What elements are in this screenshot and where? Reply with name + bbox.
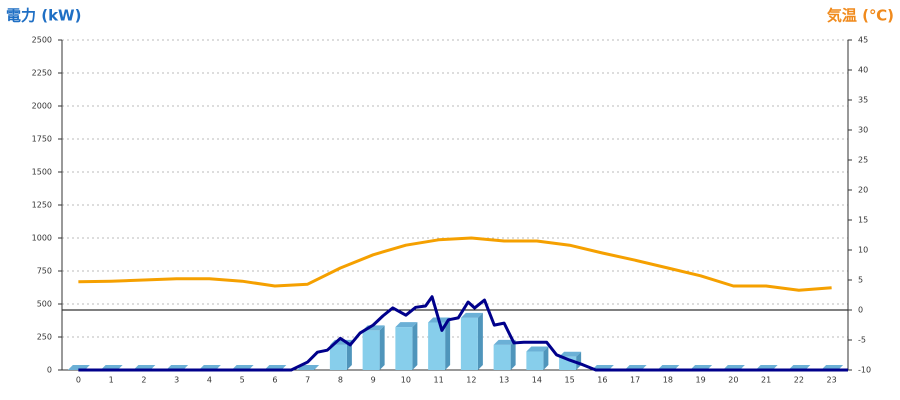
bar [460, 317, 478, 370]
x-tick-label: 22 [794, 376, 804, 385]
bar [493, 344, 511, 370]
y2-tick-label: 25 [858, 156, 868, 165]
x-tick-label: 20 [728, 376, 738, 385]
y2-tick-label: -5 [858, 336, 866, 345]
bar-side [477, 312, 483, 370]
y-tick-label: 2000 [32, 102, 52, 111]
bar-cap [395, 322, 418, 328]
x-tick-label: 12 [466, 376, 476, 385]
bar-cap [493, 339, 516, 345]
bar-side [346, 339, 352, 370]
y2-tick-label: 20 [858, 186, 868, 195]
line [78, 295, 848, 372]
y-tick-label: 750 [37, 267, 52, 276]
x-tick-label: 15 [565, 376, 575, 385]
line [78, 236, 832, 292]
y2-axis-title: 気温 (℃) [827, 7, 894, 25]
bar-side [543, 346, 549, 370]
y2-tick-label: 30 [858, 126, 868, 135]
y2-tick-label: 40 [858, 66, 868, 75]
x-tick-label: 14 [532, 376, 542, 385]
bar-side [379, 325, 385, 370]
y2-tick-label: 10 [858, 246, 868, 255]
x-tick-label: 18 [663, 376, 673, 385]
bar-cap [297, 365, 320, 370]
y-tick-label: 2500 [32, 36, 52, 45]
bar [395, 327, 413, 370]
y-tick-label: 2250 [32, 69, 52, 78]
x-tick-label: 9 [371, 376, 376, 385]
y2-tick-label: 15 [858, 216, 868, 225]
y2-tick-label: 0 [858, 306, 863, 315]
x-tick-label: 1 [109, 376, 114, 385]
bar [428, 322, 446, 370]
x-tick-label: 10 [401, 376, 411, 385]
bar-side [576, 351, 582, 370]
y-tick-label: 1000 [32, 234, 52, 243]
x-tick-label: 2 [141, 376, 146, 385]
x-tick-label: 5 [240, 376, 245, 385]
y-tick-label: 1500 [32, 168, 52, 177]
y-axis-title: 電力 (kW) [6, 7, 81, 25]
x-tick-label: 7 [305, 376, 310, 385]
y-tick-label: 0 [47, 366, 52, 375]
y2-tick-label: 5 [858, 276, 863, 285]
x-tick-label: 19 [696, 376, 706, 385]
bar-side [412, 322, 418, 370]
y-tick-label: 1750 [32, 135, 52, 144]
x-tick-label: 13 [499, 376, 509, 385]
y-tick-label: 500 [37, 300, 52, 309]
bar-cap [559, 351, 582, 357]
x-tick-label: 17 [630, 376, 640, 385]
bar [526, 351, 544, 370]
bar [329, 344, 347, 370]
x-tick-label: 6 [272, 376, 277, 385]
y2-tick-label: 45 [858, 36, 868, 45]
bar-side [445, 317, 451, 370]
x-tick-label: 0 [76, 376, 81, 385]
bar-side [510, 339, 516, 370]
bar-cap [460, 312, 483, 318]
y2-tick-label: 35 [858, 96, 868, 105]
x-tick-label: 4 [207, 376, 212, 385]
x-tick-label: 11 [434, 376, 444, 385]
x-tick-label: 23 [827, 376, 837, 385]
y2-tick-label: -10 [858, 366, 871, 375]
bar [362, 330, 380, 370]
x-tick-label: 3 [174, 376, 179, 385]
bar-cap [526, 346, 549, 352]
y-tick-label: 250 [37, 333, 52, 342]
x-tick-label: 21 [761, 376, 771, 385]
y-tick-label: 1250 [32, 201, 52, 210]
x-tick-label: 16 [597, 376, 607, 385]
x-tick-label: 8 [338, 376, 343, 385]
